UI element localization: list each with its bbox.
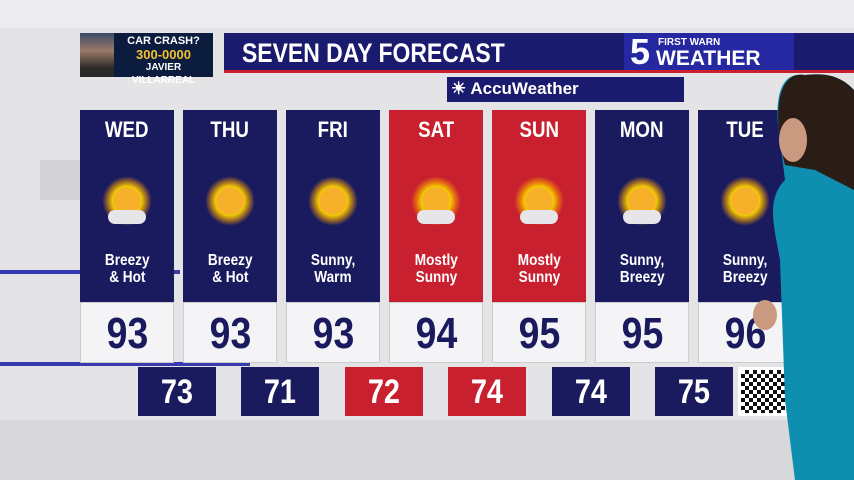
low-temp-box: 72 (344, 367, 423, 416)
day-label: SAT (417, 117, 455, 142)
title-bar: SEVEN DAY FORECAST 5 FIRST WARN WEATHER (224, 31, 854, 73)
day-body: Mostly Sunny (389, 148, 483, 302)
day-column-wed: WED Breezy & Hot 93 (80, 110, 174, 363)
day-column-thu: THU Breezy & Hot 93 (183, 110, 277, 363)
day-header: SAT (389, 110, 483, 148)
day-label: SUN (519, 117, 559, 142)
low-temp-box: 74 (448, 367, 527, 416)
low-temp: 71 (264, 373, 297, 411)
logo-bottom: WEATHER (656, 47, 761, 70)
high-temp-box: 94 (389, 302, 483, 363)
low-temp: 75 (677, 373, 711, 411)
day-header: THU (183, 110, 277, 148)
low-temp: 74 (471, 373, 504, 411)
condition-line1: Sunny, (619, 252, 665, 269)
condition-line2: Breezy (722, 269, 768, 286)
condition-line1: Mostly (517, 252, 561, 269)
logo-number: 5 (630, 31, 651, 72)
day-header: SUN (492, 110, 586, 148)
day-body: Breezy & Hot (80, 148, 174, 302)
sponsor-bar: ☀ AccuWeather (447, 77, 684, 102)
sunny-icon (205, 176, 255, 226)
station-logo: 5 FIRST WARN WEATHER (624, 31, 794, 72)
high-temp: 94 (415, 309, 457, 358)
condition-line2: Sunny (518, 269, 560, 286)
day-column-fri: FRI Sunny, Warm 93 (286, 110, 380, 363)
high-temp-box: 93 (183, 302, 277, 363)
sunny-icon (308, 176, 358, 226)
logo-top: FIRST WARN (658, 37, 721, 48)
anchor-photo (80, 33, 114, 77)
low-temp: 73 (160, 373, 194, 411)
high-temp-box: 93 (80, 302, 174, 363)
day-label: THU (210, 117, 250, 142)
high-temp-box: 95 (492, 302, 586, 363)
high-temp: 95 (518, 309, 560, 358)
condition-line2: Sunny (415, 269, 457, 286)
promo-headline: CAR CRASH? (127, 35, 200, 47)
promo-phone: 300-0000 (136, 47, 191, 62)
day-body: Mostly Sunny (492, 148, 586, 302)
day-header: WED (80, 110, 174, 148)
day-label: FRI (317, 117, 349, 142)
high-temp: 93 (106, 309, 148, 358)
cloud-icon (108, 210, 146, 224)
day-column-sat: SAT Mostly Sunny 94 (389, 110, 483, 363)
day-body: Sunny, Warm (286, 148, 380, 302)
accent-line (0, 362, 250, 366)
presenter (753, 74, 854, 480)
high-temp-box: 95 (595, 302, 689, 363)
condition-line2: Breezy (619, 269, 665, 286)
condition-line1: Sunny, (722, 252, 768, 269)
high-temp: 95 (621, 309, 663, 358)
low-temp-box: 73 (138, 367, 216, 416)
day-column-mon: MON Sunny, Breezy 95 (595, 110, 689, 363)
condition-line1: Breezy (207, 252, 253, 269)
condition-line1: Mostly (414, 252, 458, 269)
page-title: SEVEN DAY FORECAST (242, 38, 505, 68)
background-band (0, 420, 854, 480)
condition-line1: Sunny, (310, 252, 356, 269)
day-label: MON (620, 117, 664, 142)
high-temp-box: 93 (286, 302, 380, 363)
low-temp-box: 74 (551, 367, 630, 416)
cloud-icon (520, 210, 558, 224)
news-promo: CAR CRASH? 300-0000 JAVIER VILLARREAL (80, 33, 213, 86)
condition-line1: Breezy (104, 252, 150, 269)
high-temp-box: 96 (698, 302, 792, 363)
accuweather-sun-icon: ☀ (451, 79, 467, 98)
day-body: Sunny, Breezy (595, 148, 689, 302)
low-temp-box: 75 (655, 367, 733, 416)
high-temp: 93 (312, 309, 354, 358)
day-body: Breezy & Hot (183, 148, 277, 302)
day-header: FRI (286, 110, 380, 148)
low-temp: 72 (367, 373, 400, 411)
condition-line2: Warm (314, 269, 352, 286)
day-column-sun: SUN Mostly Sunny 95 (492, 110, 586, 363)
cloud-icon (417, 210, 455, 224)
condition-line2: & Hot (108, 269, 146, 286)
day-header: TUE (698, 110, 792, 148)
promo-name: JAVIER VILLARREAL (131, 62, 196, 86)
day-label: WED (105, 117, 149, 142)
sponsor-name: AccuWeather (470, 79, 579, 98)
high-temp: 93 (209, 309, 251, 358)
low-temp-box: 71 (241, 367, 320, 416)
low-temp: 74 (574, 373, 607, 411)
sunny-icon (720, 176, 770, 226)
day-header: MON (595, 110, 689, 148)
day-label: TUE (726, 117, 764, 142)
background-band (0, 0, 854, 28)
cloud-icon (623, 210, 661, 224)
condition-line2: & Hot (211, 269, 249, 286)
